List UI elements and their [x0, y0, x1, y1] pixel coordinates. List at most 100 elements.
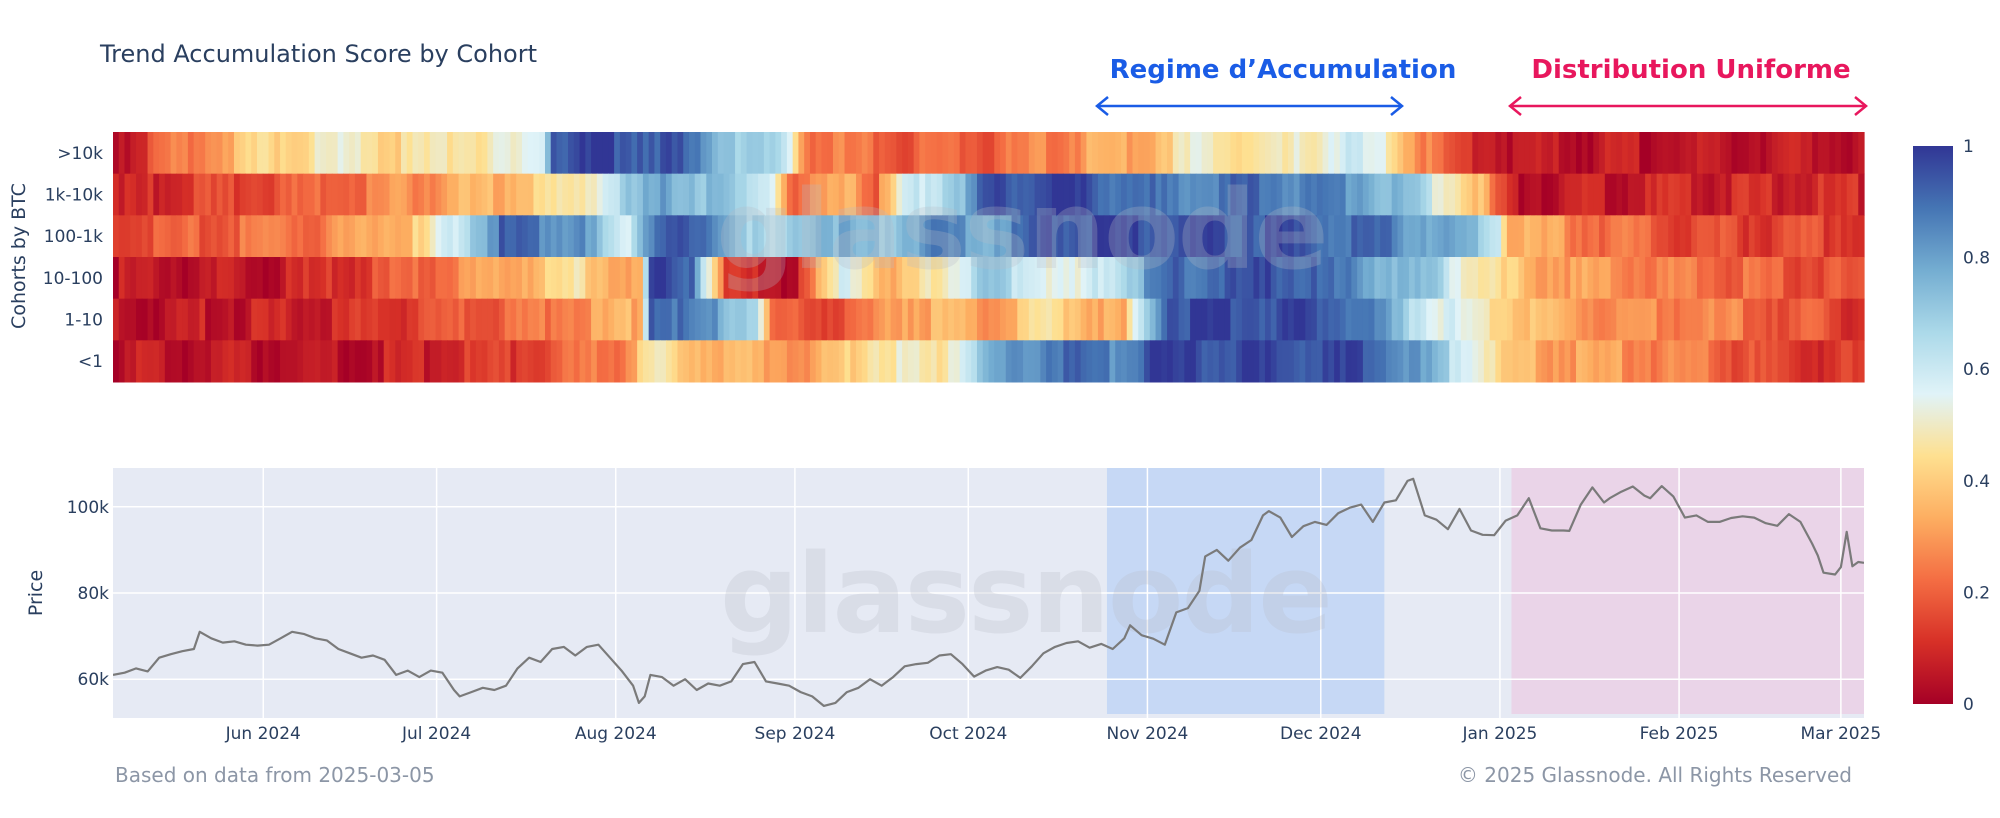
heatmap-cell — [930, 132, 938, 175]
heatmap-cell — [274, 132, 281, 175]
heatmap-cell — [896, 215, 903, 258]
heatmap-cell — [1322, 215, 1329, 258]
heatmap-cell — [1714, 298, 1721, 341]
price-line — [113, 477, 1864, 708]
heatmap-cell — [1282, 340, 1289, 383]
heatmap-cell — [1656, 298, 1663, 341]
heatmap-cell — [533, 215, 540, 258]
heatmap-cell — [850, 257, 857, 300]
heatmap-cell — [297, 132, 304, 175]
heatmap-cell — [948, 298, 955, 341]
heatmap-cell — [1264, 132, 1272, 175]
heatmap-cell — [712, 340, 719, 383]
heatmap-cell — [1207, 132, 1214, 175]
heatmap-cell — [1080, 340, 1088, 383]
heatmap-cell — [907, 215, 915, 258]
heatmap-cell — [1132, 173, 1139, 216]
heatmap-cell — [1518, 132, 1525, 175]
heatmap-cell — [1288, 215, 1295, 258]
heatmap-cell — [890, 132, 897, 175]
heatmap-cell — [303, 298, 310, 341]
heatmap-cell — [683, 257, 690, 300]
heatmap-cell — [1460, 173, 1468, 216]
heatmap-cell — [1771, 215, 1779, 258]
heatmap-cell — [1529, 340, 1537, 383]
heatmap-cell — [1806, 298, 1813, 341]
heatmap-cell — [1380, 298, 1387, 341]
heatmap-cell — [856, 257, 863, 300]
price-x-tick-label: Sep 2024 — [755, 724, 836, 744]
heatmap-cell — [1316, 215, 1324, 258]
heatmap-cell — [360, 173, 368, 216]
heatmap-cell — [1529, 173, 1537, 216]
heatmap-cell — [1190, 215, 1197, 258]
heatmap-cell — [1097, 173, 1105, 216]
heatmap-cell — [331, 340, 339, 383]
heatmap-cell — [118, 298, 126, 341]
heatmap-cell — [424, 257, 431, 300]
heatmap-cell — [1852, 340, 1859, 383]
heatmap-cell — [481, 215, 488, 258]
heatmap-cell — [504, 257, 512, 300]
heatmap-cell — [740, 298, 748, 341]
heatmap-cell — [850, 298, 857, 341]
heatmap-cell — [637, 215, 644, 258]
heatmap-cell — [233, 132, 241, 175]
heatmap-cell — [942, 215, 949, 258]
heatmap-cell — [1426, 298, 1433, 341]
colorbar-tick-label: 0.6 — [1963, 360, 1990, 380]
heatmap-cell — [1028, 132, 1036, 175]
heatmap-cell — [1725, 215, 1733, 258]
heatmap-cell — [1679, 215, 1687, 258]
heatmap-cell — [1840, 257, 1848, 300]
heatmap-cell — [1149, 298, 1157, 341]
heatmap-cell — [596, 340, 604, 383]
heatmap-cell — [1714, 257, 1721, 300]
heatmap-cell — [959, 298, 967, 341]
heatmap-cell — [412, 298, 419, 341]
heatmap-cell — [533, 257, 540, 300]
heatmap-cell — [1351, 298, 1358, 341]
heatmap-cell — [1432, 340, 1439, 383]
heatmap-cell — [602, 298, 609, 341]
heatmap-cell — [953, 298, 961, 341]
heatmap-cell — [1011, 257, 1018, 300]
heatmap-cell — [262, 298, 270, 341]
heatmap-cell — [1840, 340, 1848, 383]
heatmap-cell — [1391, 340, 1399, 383]
heatmap-cell — [1547, 215, 1554, 258]
heatmap-cell — [1754, 257, 1761, 300]
heatmap-cell — [1057, 298, 1064, 341]
heatmap-cell — [1691, 132, 1698, 175]
heatmap-cell — [228, 132, 235, 175]
heatmap-cell — [1645, 132, 1652, 175]
heatmap-cell — [809, 215, 817, 258]
heatmap-cell — [424, 215, 431, 258]
heatmap-cell — [1334, 132, 1341, 175]
heatmap-cell — [1017, 173, 1024, 216]
heatmap-cell — [994, 298, 1001, 341]
heatmap-cell — [412, 215, 419, 258]
heatmap-cell — [1483, 257, 1491, 300]
heatmap-cell — [798, 257, 805, 300]
heatmap-cell — [124, 298, 131, 341]
heatmap-cell — [1673, 340, 1681, 383]
heatmap-cell — [614, 298, 621, 341]
heatmap-y-tick-label: 10-100 — [43, 269, 103, 289]
heatmap-cell — [412, 340, 419, 383]
heatmap-cell — [210, 215, 218, 258]
heatmap-cell — [1241, 132, 1249, 175]
heatmap-cell — [1610, 173, 1617, 216]
heatmap-cell — [239, 340, 247, 383]
heatmap-cell — [1299, 215, 1306, 258]
heatmap-cell — [308, 173, 316, 216]
heatmap-cell — [1276, 215, 1283, 258]
heatmap-cell — [147, 215, 154, 258]
heatmap-cell — [815, 173, 823, 216]
heatmap-cell — [1328, 132, 1335, 175]
heatmap-cell — [147, 298, 154, 341]
heatmap-cell — [1771, 340, 1779, 383]
heatmap-cell — [1293, 340, 1301, 383]
heatmap-cell — [1420, 173, 1427, 216]
heatmap-cell — [429, 340, 437, 383]
